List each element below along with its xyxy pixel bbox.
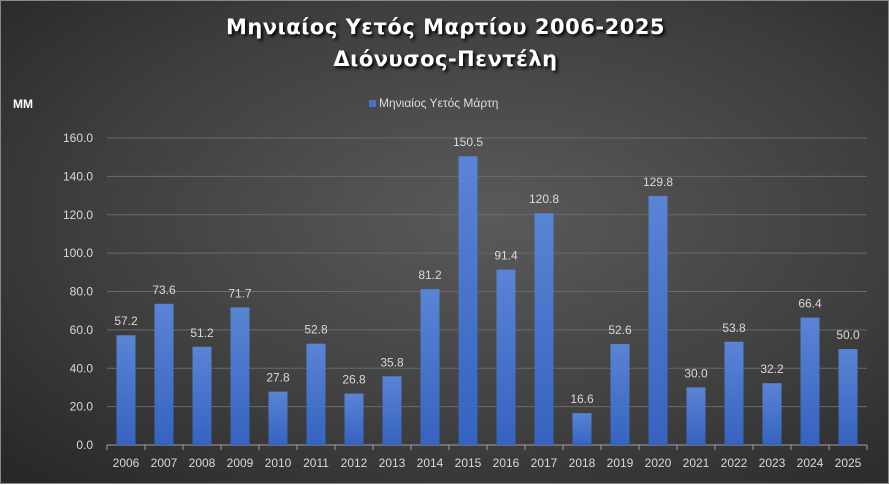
bar-2015 bbox=[458, 156, 478, 445]
data-label-2020: 129.8 bbox=[643, 175, 673, 189]
data-label-2018: 16.6 bbox=[570, 392, 594, 406]
data-label-2022: 53.8 bbox=[722, 321, 746, 335]
data-label-2006: 57.2 bbox=[114, 314, 138, 328]
data-label-2014: 81.2 bbox=[418, 268, 442, 282]
x-tick-label: 2023 bbox=[759, 456, 786, 470]
chart-title: Μηνιαίος Υετός Μαρτίου 2006-2025 bbox=[225, 15, 666, 39]
x-tick-label: 2024 bbox=[797, 456, 824, 470]
bar-2006 bbox=[116, 335, 136, 445]
x-tick-label: 2017 bbox=[531, 456, 558, 470]
data-label-2023: 32.2 bbox=[760, 362, 784, 376]
bar-2016 bbox=[496, 269, 516, 445]
x-tick-label: 2022 bbox=[721, 456, 748, 470]
x-tick-label: 2019 bbox=[607, 456, 634, 470]
data-label-2010: 27.8 bbox=[266, 371, 290, 385]
data-label-2021: 30.0 bbox=[684, 366, 708, 380]
bar-2017 bbox=[534, 213, 554, 445]
x-tick-label: 2013 bbox=[379, 456, 406, 470]
y-tick-label: 0.0 bbox=[76, 438, 93, 452]
legend: Μηνιαίος Υετός Μάρτη bbox=[369, 96, 498, 110]
x-tick-label: 2020 bbox=[645, 456, 672, 470]
bar-2022 bbox=[724, 341, 744, 445]
data-label-2011: 52.8 bbox=[304, 323, 328, 337]
bar-2018 bbox=[572, 413, 592, 445]
x-tick-label: 2009 bbox=[227, 456, 254, 470]
x-tick-label: 2015 bbox=[455, 456, 482, 470]
data-label-2008: 51.2 bbox=[190, 326, 214, 340]
y-tick-label: 120.0 bbox=[63, 208, 93, 222]
x-tick-label: 2025 bbox=[835, 456, 862, 470]
bar-2014 bbox=[420, 289, 440, 445]
data-label-2012: 26.8 bbox=[342, 373, 366, 387]
x-tick-label: 2021 bbox=[683, 456, 710, 470]
bar-2013 bbox=[382, 376, 402, 445]
x-tick-label: 2011 bbox=[303, 456, 329, 470]
x-tick-label: 2008 bbox=[189, 456, 216, 470]
bar-2021 bbox=[686, 387, 706, 445]
legend-swatch bbox=[369, 100, 376, 107]
legend-label: Μηνιαίος Υετός Μάρτη bbox=[379, 96, 499, 110]
data-label-2015: 150.5 bbox=[453, 135, 483, 149]
data-label-2025: 50.0 bbox=[836, 328, 860, 342]
y-tick-label: 20.0 bbox=[70, 400, 94, 414]
y-tick-label: 40.0 bbox=[70, 361, 94, 375]
data-label-2016: 91.4 bbox=[494, 249, 518, 263]
data-label-2019: 52.6 bbox=[608, 323, 632, 337]
bar-2023 bbox=[762, 383, 782, 445]
data-label-2013: 35.8 bbox=[380, 355, 404, 369]
x-tick-label: 2007 bbox=[151, 456, 178, 470]
bar-2011 bbox=[306, 343, 326, 445]
bar-2019 bbox=[610, 344, 630, 445]
x-tick-label: 2014 bbox=[417, 456, 444, 470]
y-tick-label: 80.0 bbox=[70, 285, 94, 299]
y-tick-label: 100.0 bbox=[63, 246, 93, 260]
chart-subtitle: Διόνυσος-Πεντέλη bbox=[333, 47, 558, 71]
data-label-2024: 66.4 bbox=[798, 297, 822, 311]
x-tick-label: 2012 bbox=[341, 456, 368, 470]
y-tick-label: 140.0 bbox=[63, 169, 93, 183]
data-label-2017: 120.8 bbox=[529, 192, 559, 206]
bar-2008 bbox=[192, 346, 212, 445]
data-label-2009: 71.7 bbox=[228, 286, 252, 300]
data-label-2007: 73.6 bbox=[152, 283, 176, 297]
y-tick-label: 160.0 bbox=[63, 131, 93, 145]
bar-2007 bbox=[154, 303, 174, 445]
y-axis-label: MM bbox=[13, 97, 33, 111]
x-tick-label: 2018 bbox=[569, 456, 596, 470]
y-tick-label: 60.0 bbox=[70, 323, 94, 337]
x-tick-label: 2006 bbox=[113, 456, 140, 470]
bar-2025 bbox=[838, 349, 858, 445]
bar-2009 bbox=[230, 307, 250, 445]
bar-2024 bbox=[800, 317, 820, 445]
x-tick-label: 2010 bbox=[265, 456, 292, 470]
x-tick-label: 2016 bbox=[493, 456, 520, 470]
bar-2010 bbox=[268, 391, 288, 445]
bar-2012 bbox=[344, 393, 364, 445]
bar-2020 bbox=[648, 195, 668, 445]
